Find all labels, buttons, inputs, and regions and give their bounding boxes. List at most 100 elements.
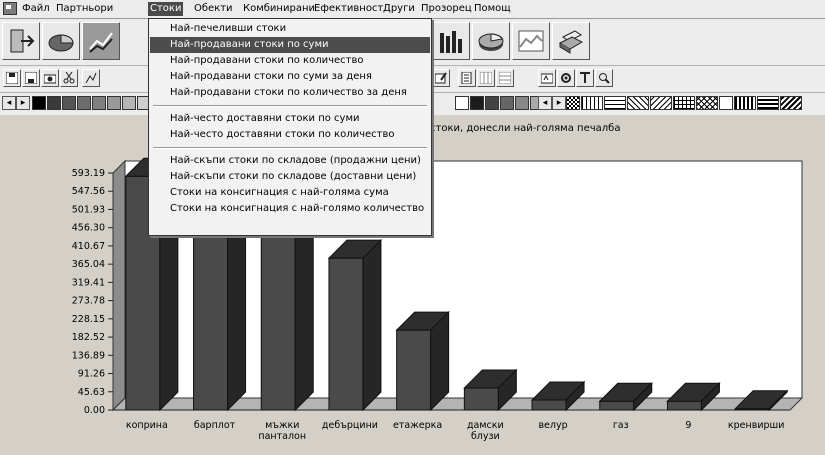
pattern-vertical[interactable]	[581, 96, 603, 110]
camera-button[interactable]	[41, 69, 59, 87]
y-tick-label: 456.30	[72, 223, 105, 234]
pattern-next-button[interactable]: ▸	[552, 96, 566, 110]
menu-combined[interactable]: Комбинирани	[243, 3, 315, 14]
menu-most-profitable[interactable]: Най-печеливши стоки	[170, 23, 287, 34]
pattern-back-diagonal[interactable]	[650, 96, 672, 110]
menu-consignment-by-quantity[interactable]: Стоки на консигнация с най-голямо количе…	[170, 203, 425, 214]
bar	[260, 233, 296, 411]
pattern-dense-horizontal[interactable]	[757, 96, 779, 110]
save-icon	[6, 72, 18, 84]
color-swatch[interactable]	[455, 96, 469, 110]
color-next-button[interactable]: ▸	[16, 96, 30, 110]
menu-window[interactable]: Прозорец	[421, 3, 472, 14]
save-button[interactable]	[3, 69, 21, 87]
color-swatch[interactable]	[122, 96, 136, 110]
print-icon	[558, 30, 584, 54]
area-chart-button[interactable]	[512, 22, 550, 60]
font-button[interactable]	[576, 69, 594, 87]
menu-consignment-by-sum[interactable]: Стоки на консигнация с най-голяма сума	[170, 187, 389, 198]
menu-most-delivered-by-sum[interactable]: Най-често доставяни стоки по суми	[170, 113, 360, 124]
pattern-grid[interactable]	[673, 96, 695, 110]
menu-most-expensive-selling[interactable]: Най-скъпи стоки по складове (продажни це…	[170, 155, 421, 166]
bar	[531, 399, 567, 411]
save-as-icon	[25, 72, 37, 84]
x-tick-label: коприна	[126, 420, 168, 431]
bar-side	[700, 382, 720, 412]
menu-best-selling-by-quantity[interactable]: Най-продавани стоки по количество	[170, 55, 364, 66]
app-icon[interactable]	[3, 2, 17, 15]
color-swatch[interactable]	[485, 96, 499, 110]
color-swatch[interactable]	[47, 96, 61, 110]
line-chart-button[interactable]	[82, 22, 120, 60]
x-tick-label: кренвирши	[728, 420, 785, 431]
exit-icon	[10, 29, 35, 53]
menu-most-delivered-by-quantity[interactable]: Най-често доставяни стоки по количество	[170, 129, 395, 140]
color-swatch[interactable]	[515, 96, 529, 110]
pattern-prev-button[interactable]: ◂	[538, 96, 552, 110]
color-swatch[interactable]	[92, 96, 106, 110]
bar	[396, 329, 432, 411]
bar-chart-button[interactable]	[432, 22, 470, 60]
pattern-diagonal[interactable]	[627, 96, 649, 110]
menu-file[interactable]: Файл	[22, 3, 50, 14]
menu-best-selling-by-quantity-day[interactable]: Най-продавани стоки по количество за ден…	[170, 87, 407, 98]
menu-objects[interactable]: Обекти	[194, 3, 233, 14]
x-tick-label: газ	[613, 420, 629, 431]
edit-button[interactable]	[432, 69, 450, 87]
menu-efficiency[interactable]: Ефективност	[314, 3, 384, 14]
color-swatch[interactable]	[77, 96, 91, 110]
text-button[interactable]	[458, 69, 476, 87]
exit-button[interactable]	[2, 22, 40, 60]
color-swatch[interactable]	[62, 96, 76, 110]
bar-side	[294, 214, 314, 412]
pattern-blank[interactable]	[719, 96, 733, 110]
menu-partners[interactable]: Партньори	[56, 3, 114, 14]
3d-pie-button[interactable]	[472, 22, 510, 60]
goods-menu-dropdown: Най-печеливши стоки Най-продавани стоки …	[148, 18, 432, 236]
pattern-dense-diagonal[interactable]	[780, 96, 802, 110]
menu-goods[interactable]: Стоки	[148, 2, 184, 16]
label-button[interactable]	[538, 69, 556, 87]
menu-other[interactable]: Други	[383, 3, 415, 14]
bar-side	[768, 389, 788, 412]
print-button[interactable]	[552, 22, 590, 60]
menu-most-expensive-delivery[interactable]: Най-скъпи стоки по складове (доставни це…	[170, 171, 417, 182]
y-tick-label: 228.15	[72, 314, 105, 325]
settings-button[interactable]	[557, 69, 575, 87]
pattern-crosshatch[interactable]	[696, 96, 718, 110]
y-tick-label: 182.52	[72, 332, 105, 343]
3d-pie-icon	[478, 33, 504, 51]
pattern-dense-vertical[interactable]	[734, 96, 756, 110]
rows-button[interactable]	[496, 69, 514, 87]
y-tick-label: 501.93	[72, 204, 105, 215]
chart-title: стоки, донесли най-голяма печалба	[430, 123, 621, 134]
pie-chart-button[interactable]	[42, 22, 80, 60]
y-tick-label: 410.67	[72, 241, 105, 252]
columns-button[interactable]	[477, 69, 495, 87]
pattern-checker[interactable]	[566, 96, 580, 110]
zoom-button[interactable]	[595, 69, 613, 87]
chart-type-button[interactable]	[82, 69, 100, 87]
bar	[328, 257, 364, 411]
menu-help[interactable]: Помощ	[474, 3, 511, 14]
bar-side	[497, 368, 517, 412]
menu-best-selling-by-sum[interactable]: Най-продавани стоки по суми	[150, 37, 430, 53]
x-tick-label: етажерка	[393, 420, 442, 431]
x-tick-label: блузи	[471, 431, 500, 442]
color-swatch[interactable]	[32, 96, 46, 110]
bar	[666, 400, 702, 411]
save-as-button[interactable]	[22, 69, 40, 87]
bar	[599, 400, 635, 411]
pattern-horizontal[interactable]	[604, 96, 626, 110]
x-tick-label: барплот	[194, 420, 236, 431]
color-swatch[interactable]	[107, 96, 121, 110]
bar-side	[633, 382, 653, 412]
x-tick-label: мъжки	[265, 420, 299, 431]
menu-best-selling-by-sum-day[interactable]: Най-продавани стоки по суми за деня	[170, 71, 372, 82]
rows-icon	[499, 72, 511, 84]
cut-button[interactable]	[60, 69, 78, 87]
color-prev-button[interactable]: ◂	[2, 96, 16, 110]
color-swatch[interactable]	[470, 96, 484, 110]
color-swatch[interactable]	[500, 96, 514, 110]
x-tick-label: дамски	[467, 420, 504, 431]
